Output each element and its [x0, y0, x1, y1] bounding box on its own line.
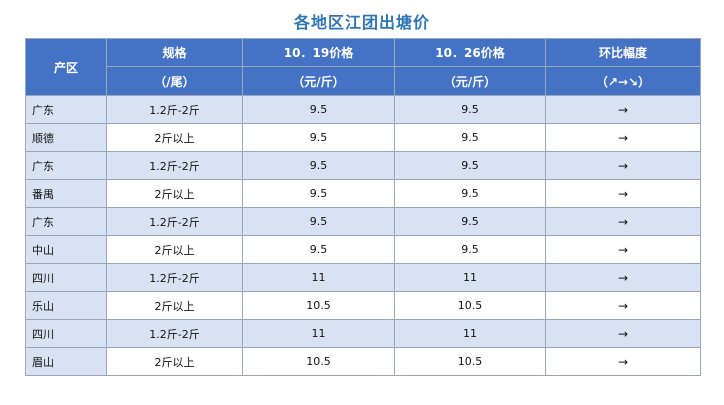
header-spec-unit: （/尾）	[106, 66, 243, 96]
table-row: 顺德 2斤以上 9.5 9.5 →	[25, 123, 701, 152]
price-1026-cell: 11	[394, 263, 546, 292]
spec-cell: 1.2斤-2斤	[106, 319, 243, 348]
region-cell: 广东	[25, 151, 107, 180]
spec-cell: 2斤以上	[106, 235, 243, 264]
price-1019-cell: 9.5	[242, 235, 395, 264]
price-1026-cell: 9.5	[394, 207, 546, 236]
header-price-1026-unit: （元/斤）	[394, 66, 546, 96]
spec-cell: 1.2斤-2斤	[106, 151, 243, 180]
spec-cell: 1.2斤-2斤	[106, 95, 243, 124]
price-1019-cell: 10.5	[242, 291, 395, 320]
change-cell: →	[545, 291, 701, 320]
spec-cell: 2斤以上	[106, 347, 243, 376]
price-1019-cell: 10.5	[242, 347, 395, 376]
change-cell: →	[545, 151, 701, 180]
region-cell: 四川	[25, 319, 107, 348]
price-1026-cell: 9.5	[394, 123, 546, 152]
header-price-1019-unit: （元/斤）	[242, 66, 395, 96]
price-1019-cell: 11	[242, 263, 395, 292]
price-1019-cell: 9.5	[242, 179, 395, 208]
header-row: 产区 规格 10．19价格 10．26价格 环比幅度	[25, 38, 701, 96]
region-cell: 四川	[25, 263, 107, 292]
change-cell: →	[545, 347, 701, 376]
price-table: 产区 规格 10．19价格 10．26价格 环比幅度 （/尾） （元/斤） （元…	[25, 38, 701, 376]
price-1026-cell: 9.5	[394, 179, 546, 208]
page-title: 各地区江团出塘价	[293, 13, 430, 32]
table-row: 眉山 2斤以上 10.5 10.5 →	[25, 347, 701, 376]
table-row: 四川 1.2斤-2斤 11 11 →	[25, 319, 701, 348]
spec-cell: 2斤以上	[106, 123, 243, 152]
spec-cell: 1.2斤-2斤	[106, 263, 243, 292]
region-cell: 顺德	[25, 123, 107, 152]
change-cell: →	[545, 179, 701, 208]
change-cell: →	[545, 95, 701, 124]
region-cell: 广东	[25, 95, 107, 124]
price-1019-cell: 9.5	[242, 123, 395, 152]
header-price-1026: 10．26价格	[394, 38, 546, 67]
table-row: 广东 1.2斤-2斤 9.5 9.5 →	[25, 207, 701, 236]
spec-cell: 1.2斤-2斤	[106, 207, 243, 236]
region-cell: 眉山	[25, 347, 107, 376]
price-1026-cell: 10.5	[394, 291, 546, 320]
header-spec: 规格	[106, 38, 243, 67]
price-1019-cell: 9.5	[242, 151, 395, 180]
price-1019-cell: 11	[242, 319, 395, 348]
table-row: 乐山 2斤以上 10.5 10.5 →	[25, 291, 701, 320]
change-cell: →	[545, 263, 701, 292]
header-unit-row: （/尾） （元/斤） （元/斤） （↗→↘）	[26, 66, 701, 96]
price-1019-cell: 9.5	[242, 95, 395, 124]
change-cell: →	[545, 319, 701, 348]
price-1026-cell: 9.5	[394, 151, 546, 180]
header-change-unit: （↗→↘）	[545, 66, 701, 96]
table-row: 中山 2斤以上 9.5 9.5 →	[25, 235, 701, 264]
spec-cell: 2斤以上	[106, 179, 243, 208]
price-1026-cell: 9.5	[394, 235, 546, 264]
change-cell: →	[545, 123, 701, 152]
change-cell: →	[545, 235, 701, 264]
region-cell: 中山	[25, 235, 107, 264]
header-change: 环比幅度	[545, 38, 701, 67]
price-1026-cell: 9.5	[394, 95, 546, 124]
header-region: 产区	[25, 38, 107, 96]
region-cell: 广东	[25, 207, 107, 236]
spec-cell: 2斤以上	[106, 291, 243, 320]
change-cell: →	[545, 207, 701, 236]
region-cell: 番禺	[25, 179, 107, 208]
table-row: 广东 1.2斤-2斤 9.5 9.5 →	[25, 151, 701, 180]
table-row: 番禺 2斤以上 9.5 9.5 →	[25, 179, 701, 208]
price-1026-cell: 10.5	[394, 347, 546, 376]
price-1019-cell: 9.5	[242, 207, 395, 236]
table-row: 四川 1.2斤-2斤 11 11 →	[25, 263, 701, 292]
table-row: 广东 1.2斤-2斤 9.5 9.5 →	[25, 95, 701, 124]
header-price-1019: 10．19价格	[242, 38, 395, 67]
price-1026-cell: 11	[394, 319, 546, 348]
region-cell: 乐山	[25, 291, 107, 320]
